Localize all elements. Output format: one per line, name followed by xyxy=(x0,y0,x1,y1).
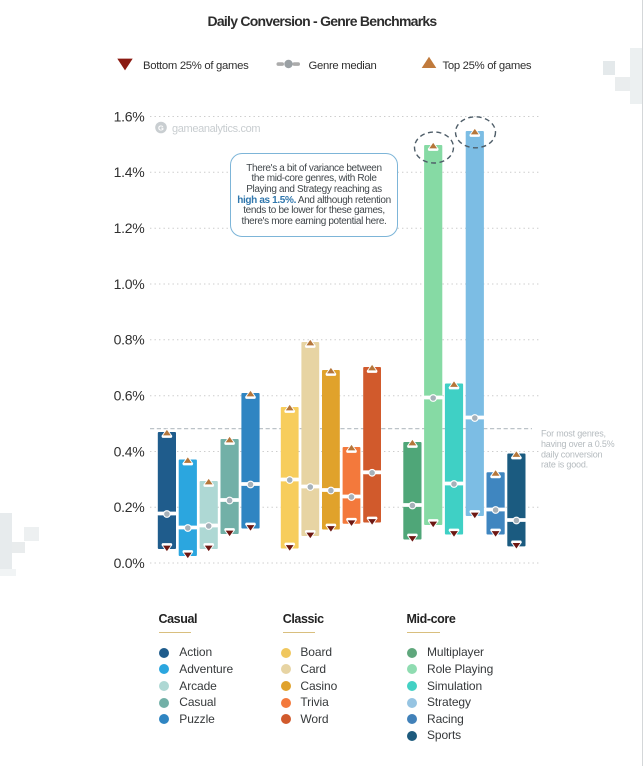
svg-text:For most genres,: For most genres, xyxy=(541,429,606,439)
svg-text:rate is good.: rate is good. xyxy=(541,460,588,470)
svg-text:1.4%: 1.4% xyxy=(114,164,145,180)
svg-text:gameanalytics.com: gameanalytics.com xyxy=(172,123,260,135)
svg-text:Bottom 25% of games: Bottom 25% of games xyxy=(143,60,249,72)
svg-text:1.0%: 1.0% xyxy=(114,276,145,292)
svg-text:daily conversion: daily conversion xyxy=(541,449,603,459)
svg-text:0.8%: 0.8% xyxy=(114,332,145,348)
svg-text:0.6%: 0.6% xyxy=(114,388,145,404)
svg-text:G: G xyxy=(158,124,164,133)
svg-text:1.2%: 1.2% xyxy=(114,220,145,236)
svg-text:having over a 0.5%: having over a 0.5% xyxy=(541,439,615,449)
svg-text:Genre median: Genre median xyxy=(309,60,377,72)
svg-text:1.6%: 1.6% xyxy=(114,108,145,124)
svg-text:Top 25% of games: Top 25% of games xyxy=(443,60,532,72)
svg-text:0.2%: 0.2% xyxy=(114,499,145,515)
svg-text:0.4%: 0.4% xyxy=(114,443,145,459)
svg-text:0.0%: 0.0% xyxy=(114,555,145,571)
